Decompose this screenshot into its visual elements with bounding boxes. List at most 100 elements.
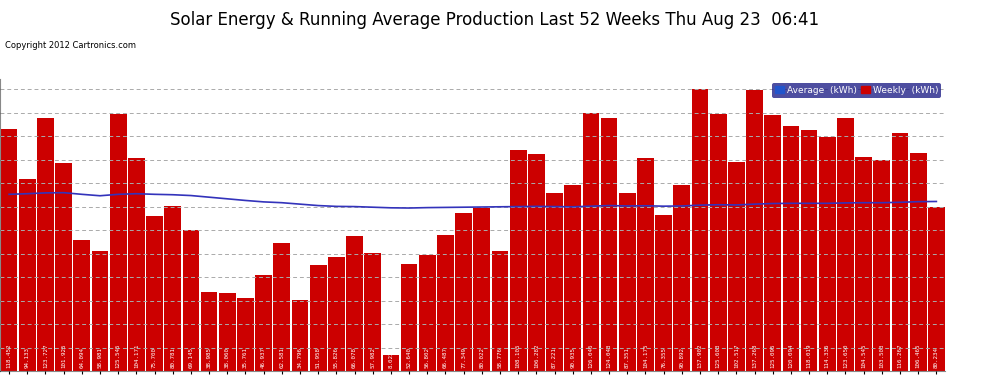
Bar	[492, 251, 508, 371]
Text: 118.019: 118.019	[807, 344, 812, 368]
Bar	[1, 129, 18, 371]
Text: 66.078: 66.078	[352, 347, 357, 368]
Bar	[910, 153, 927, 371]
Text: 77.349: 77.349	[461, 347, 466, 368]
Text: 104.175: 104.175	[643, 344, 647, 368]
Text: 125.603: 125.603	[716, 344, 721, 368]
Bar	[182, 230, 199, 371]
Text: 57.982: 57.982	[370, 347, 375, 368]
Bar	[546, 193, 563, 371]
Bar	[346, 236, 363, 371]
Text: 103.503: 103.503	[879, 344, 884, 368]
Text: 102.517: 102.517	[734, 344, 739, 368]
Bar	[37, 118, 53, 371]
Bar	[55, 163, 72, 371]
Text: 116.267: 116.267	[898, 344, 903, 368]
Text: 56.802: 56.802	[425, 347, 430, 368]
Text: 90.935: 90.935	[570, 347, 575, 368]
Bar	[746, 90, 763, 371]
Text: 108.105: 108.105	[516, 344, 521, 368]
Bar	[219, 293, 236, 371]
Bar	[601, 117, 618, 371]
Bar	[564, 185, 581, 371]
Bar	[310, 265, 327, 371]
Bar	[510, 150, 527, 371]
Bar	[164, 206, 181, 371]
Text: 75.700: 75.700	[152, 347, 157, 368]
Text: 46.937: 46.937	[261, 347, 266, 368]
Text: 104.171: 104.171	[134, 344, 139, 368]
Bar	[273, 243, 290, 371]
Text: 114.336: 114.336	[825, 344, 830, 368]
Text: 137.902: 137.902	[698, 344, 703, 368]
Text: 38.060: 38.060	[225, 347, 230, 368]
Text: Solar Energy & Running Average Production Last 52 Weeks Thu Aug 23  06:41: Solar Energy & Running Average Productio…	[170, 11, 820, 29]
Text: 94.133: 94.133	[25, 347, 30, 368]
Bar	[673, 185, 690, 371]
Text: 120.094: 120.094	[788, 344, 793, 368]
Bar	[419, 255, 436, 371]
Bar	[838, 118, 853, 371]
Text: 8.022: 8.022	[388, 351, 393, 368]
Text: 123.650: 123.650	[842, 344, 848, 368]
Bar	[819, 137, 836, 371]
Bar	[401, 264, 418, 371]
Text: 62.581: 62.581	[279, 347, 284, 368]
Bar	[255, 275, 272, 371]
Text: 58.981: 58.981	[97, 347, 103, 368]
Text: 126.046: 126.046	[588, 344, 593, 368]
Text: 118.452: 118.452	[7, 344, 12, 368]
Bar	[638, 158, 653, 371]
Bar	[438, 235, 453, 371]
Text: 125.545: 125.545	[116, 344, 121, 368]
Bar	[892, 134, 909, 371]
Bar	[92, 251, 108, 371]
Bar	[455, 213, 472, 371]
Bar	[292, 300, 308, 371]
Bar	[728, 162, 744, 371]
Bar	[73, 240, 90, 371]
Text: 80.022: 80.022	[479, 347, 484, 368]
Bar	[582, 113, 599, 371]
Text: 90.892: 90.892	[679, 347, 684, 368]
Text: 34.796: 34.796	[298, 347, 303, 368]
Text: 125.095: 125.095	[770, 344, 775, 368]
Text: 87.221: 87.221	[552, 347, 557, 368]
Text: 137.268: 137.268	[752, 344, 757, 368]
Bar	[782, 126, 799, 371]
Bar	[928, 207, 944, 371]
Bar	[710, 114, 727, 371]
Text: 38.985: 38.985	[207, 347, 212, 368]
Bar	[201, 291, 218, 371]
Text: 101.925: 101.925	[61, 344, 66, 368]
Text: 87.351: 87.351	[625, 347, 630, 368]
Bar	[128, 158, 145, 371]
Text: 124.043: 124.043	[607, 344, 612, 368]
Text: 66.487: 66.487	[443, 347, 447, 368]
Bar	[382, 355, 399, 371]
Bar	[855, 158, 872, 371]
Legend: Average  (kWh), Weekly  (kWh): Average (kWh), Weekly (kWh)	[772, 83, 940, 98]
Bar	[19, 179, 36, 371]
Bar	[328, 257, 345, 371]
Text: Copyright 2012 Cartronics.com: Copyright 2012 Cartronics.com	[5, 41, 136, 50]
Text: 35.761: 35.761	[243, 347, 248, 368]
Bar	[619, 193, 636, 371]
Text: 104.545: 104.545	[861, 344, 866, 368]
Bar	[473, 208, 490, 371]
Bar	[364, 253, 381, 371]
Bar	[764, 116, 781, 371]
Text: 64.094: 64.094	[79, 347, 84, 368]
Bar	[110, 114, 127, 371]
Text: 106.465: 106.465	[916, 344, 921, 368]
Text: 80.781: 80.781	[170, 347, 175, 368]
Text: 123.727: 123.727	[43, 344, 48, 368]
Text: 55.826: 55.826	[334, 347, 339, 368]
Text: 51.958: 51.958	[316, 347, 321, 368]
Text: 58.776: 58.776	[498, 347, 503, 368]
Bar	[528, 154, 545, 371]
Bar	[655, 215, 672, 371]
Text: 76.355: 76.355	[661, 347, 666, 368]
Text: 80.234: 80.234	[934, 347, 939, 368]
Bar	[801, 130, 818, 371]
